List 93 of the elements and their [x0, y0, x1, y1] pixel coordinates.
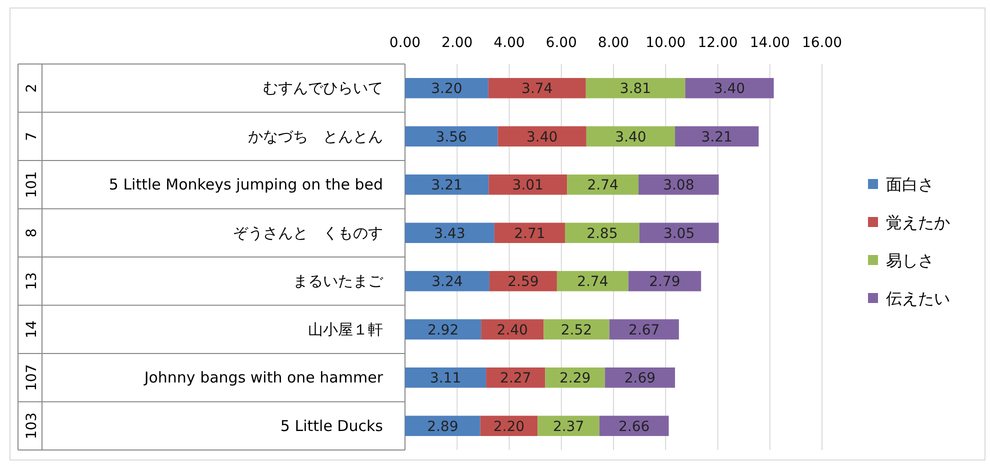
- data-label: 2.74: [577, 274, 608, 290]
- data-label: 2.71: [514, 226, 546, 242]
- y-tick-label: まるいたまご: [293, 272, 384, 290]
- bar: [489, 270, 557, 292]
- data-label: 2.37: [552, 418, 584, 435]
- bar: [609, 319, 679, 340]
- x-tick-label: 6.00: [546, 35, 577, 51]
- y2-tick-label: 13: [24, 272, 40, 290]
- bar: [685, 78, 774, 98]
- data-label: 3.81: [620, 81, 652, 98]
- bar: [639, 222, 719, 244]
- y-tick-label: 5 Little Monkeys jumping on the bed: [108, 176, 383, 194]
- y-tick-label: 山小屋１軒: [308, 320, 383, 338]
- bar: [638, 174, 719, 195]
- data-label: 2.92: [427, 322, 459, 338]
- data-label: 2.52: [560, 322, 592, 338]
- y2-tick-label: 7: [24, 132, 40, 141]
- data-label: 3.40: [526, 129, 558, 146]
- legend-label: 易しさ: [886, 251, 934, 270]
- data-label: 3.24: [432, 274, 463, 290]
- data-label: 3.08: [663, 178, 694, 194]
- y2-tick-label: 107: [24, 364, 40, 391]
- bar: [405, 126, 498, 147]
- data-label: 2.69: [624, 370, 656, 387]
- bar: [486, 367, 546, 388]
- y-tick-label: かなづち とんとん: [248, 127, 383, 146]
- bar: [405, 416, 480, 436]
- data-label: 2.27: [500, 370, 532, 387]
- data-label: 3.20: [431, 81, 462, 98]
- x-tick-label: 10.00: [646, 35, 686, 51]
- x-tick-label: 12.00: [698, 35, 738, 51]
- bar: [480, 416, 538, 436]
- bar: [405, 319, 482, 340]
- data-label: 3.05: [663, 226, 695, 242]
- data-label: 2.79: [649, 274, 680, 290]
- data-label: 3.74: [522, 81, 553, 98]
- y-tick-label: ぞうさんと くものす: [233, 224, 383, 242]
- data-label: 3.21: [701, 129, 732, 146]
- y2-tick-label: 101: [24, 171, 40, 198]
- bar: [586, 126, 676, 147]
- data-label: 3.21: [431, 178, 462, 194]
- x-tick-label: 16.00: [802, 35, 842, 51]
- bar: [488, 78, 586, 98]
- bar: [599, 416, 669, 436]
- bar: [494, 222, 566, 244]
- data-label: 2.85: [586, 226, 618, 242]
- x-tick-label: 8.00: [598, 35, 630, 51]
- data-label: 2.74: [587, 178, 618, 194]
- bar: [604, 367, 676, 388]
- bar: [405, 367, 486, 388]
- y2-tick-label: 14: [24, 320, 40, 338]
- x-tick-label: 2.00: [442, 35, 473, 51]
- bar: [488, 174, 568, 195]
- data-label: 3.40: [714, 81, 746, 98]
- y-tick-label: 5 Little Ducks: [280, 416, 384, 435]
- legend-label: 覚えたか: [886, 213, 950, 232]
- bar: [405, 78, 488, 98]
- data-label: 2.20: [493, 418, 525, 435]
- y2-tick-label: 2: [24, 84, 40, 93]
- data-label: 3.56: [436, 129, 468, 146]
- y2-tick-label: 8: [24, 228, 40, 238]
- data-label: 2.89: [427, 418, 458, 435]
- bar: [675, 126, 759, 147]
- bar: [545, 367, 605, 388]
- bar: [586, 78, 686, 98]
- bar: [481, 319, 544, 340]
- bar: [628, 270, 702, 292]
- bar: [565, 222, 640, 244]
- bar: [556, 270, 628, 292]
- x-tick-label: 14.00: [750, 35, 790, 51]
- bar: [567, 174, 639, 195]
- bar: [405, 174, 489, 195]
- data-label: 3.11: [430, 370, 462, 387]
- bar: [498, 126, 586, 147]
- data-label: 2.66: [618, 418, 650, 435]
- y2-tick-label: 103: [24, 412, 40, 440]
- bar: [405, 222, 494, 244]
- bar: [538, 416, 600, 436]
- y-tick-label: Johnny bangs with one hammer: [143, 368, 384, 387]
- data-label: 2.29: [559, 370, 591, 387]
- data-label: 2.40: [496, 322, 528, 338]
- legend-label: 面白さ: [886, 175, 934, 194]
- x-tick-label: 0.00: [389, 35, 421, 51]
- data-label: 2.67: [628, 322, 660, 338]
- bar: [405, 270, 490, 292]
- x-tick-label: 4.00: [494, 35, 525, 51]
- data-label: 3.01: [512, 178, 544, 194]
- legend-label: 伝えたい: [886, 289, 950, 308]
- y-tick-label: むすんでひらいて: [263, 79, 383, 98]
- bar: [544, 319, 610, 340]
- data-label: 2.59: [508, 274, 539, 290]
- data-label: 3.43: [434, 226, 466, 242]
- data-label: 3.40: [615, 129, 646, 146]
